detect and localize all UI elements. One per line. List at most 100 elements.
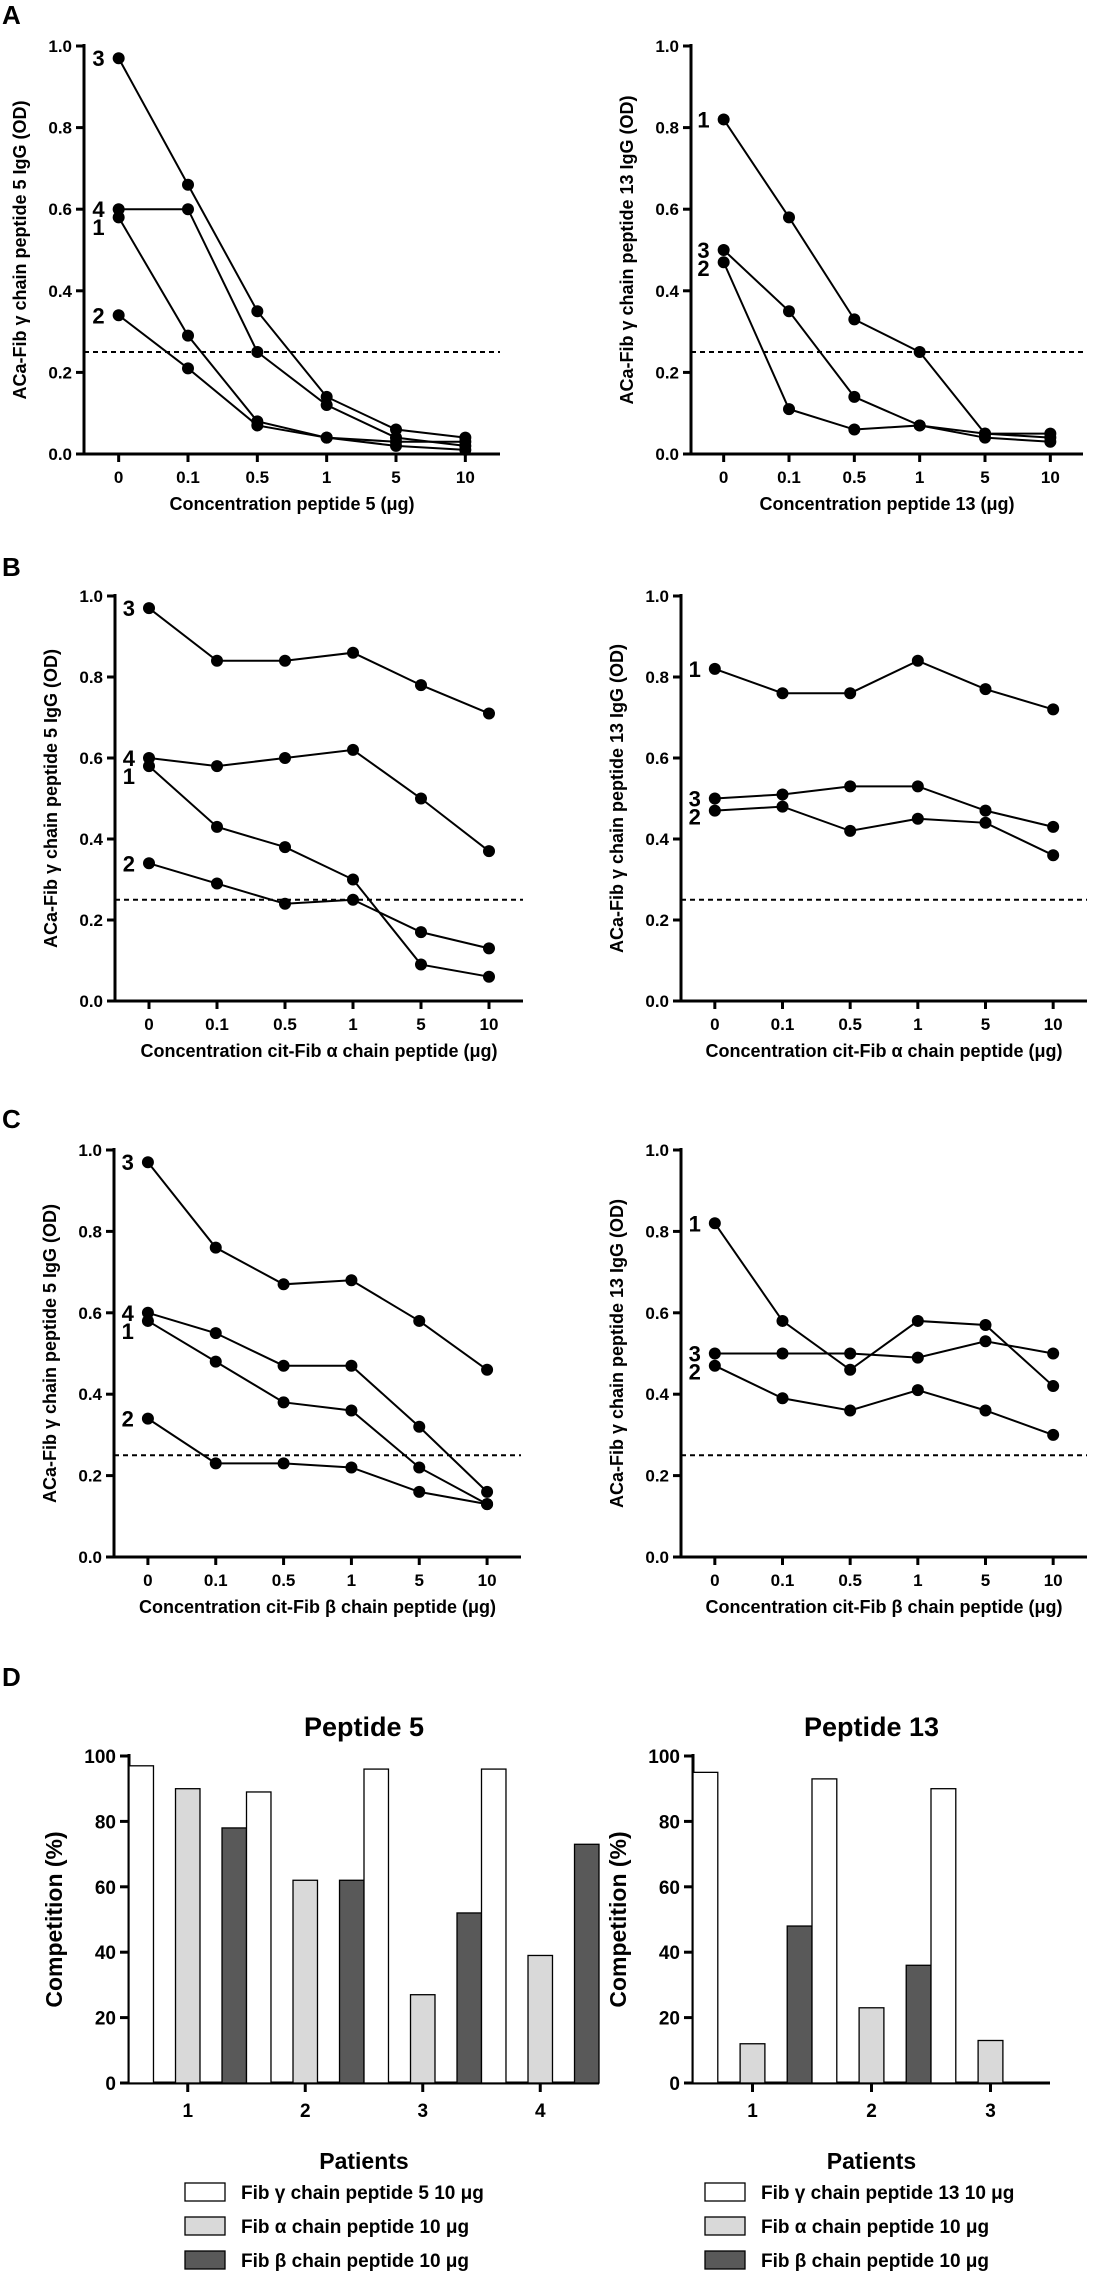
chart-d-left: Peptide 5 0 20 40 60 80 100 1 2 3 4 Patients Competi… xyxy=(41,1712,600,2272)
data-point-patient-2 xyxy=(481,1498,494,1511)
data-point-patient-1 xyxy=(844,1363,857,1376)
data-point-patient-1 xyxy=(143,760,155,773)
y-axis-title: ACa-Fib γ chain peptide 13 IgG (OD) xyxy=(607,644,627,953)
bar-patient-3-series-3 xyxy=(456,1912,483,2084)
y-tick-label: 0.2 xyxy=(655,363,679,382)
data-point-patient-1 xyxy=(911,654,924,667)
data-point-patient-1 xyxy=(844,687,857,700)
x-tick-label: 1 xyxy=(182,2101,193,2122)
x-tick-label: 5 xyxy=(415,1571,424,1590)
data-point-patient-1 xyxy=(911,1314,924,1327)
y-tick-label: 0.8 xyxy=(645,668,669,687)
y-tick-label: 0.8 xyxy=(645,1222,669,1241)
x-axis-title: Concentration cit-Fib α chain peptide (μ… xyxy=(705,1041,1062,1061)
x-tick-label: 0 xyxy=(143,1571,152,1590)
x-tick-label: 3 xyxy=(985,2101,996,2122)
x-tick-label: 0.1 xyxy=(176,468,200,487)
x-tick-label: 0.5 xyxy=(843,468,867,487)
bar-patient-2-series-3 xyxy=(905,1964,932,2084)
bar-patient-1-series-3 xyxy=(221,1827,248,2084)
y-tick-label: 0.4 xyxy=(78,1385,102,1404)
y-tick-label: 0.2 xyxy=(48,363,72,382)
series-line-patient-4 xyxy=(148,748,490,852)
data-point-patient-1 xyxy=(347,873,359,886)
data-point-patient-4 xyxy=(320,399,333,412)
data-point-patient-1 xyxy=(345,1404,358,1417)
data-point-patient-3 xyxy=(911,1351,924,1364)
data-point-patient-1 xyxy=(277,1396,290,1409)
bar-patient-2-series-1 xyxy=(245,1791,272,2084)
data-point-patient-2 xyxy=(913,419,926,432)
data-point-patient-4 xyxy=(251,346,264,358)
data-point-patient-2 xyxy=(783,403,795,416)
x-tick-label: 5 xyxy=(391,468,400,487)
data-point-patient-2 xyxy=(141,1412,154,1425)
x-axis-title: Concentration cit-Fib β chain peptide (μ… xyxy=(706,1597,1063,1617)
x-tick-label: 0.1 xyxy=(777,468,801,487)
y-tick-label: 0.4 xyxy=(655,282,679,301)
x-tick-label: 0.5 xyxy=(246,468,270,487)
bar-patient-3-series-1 xyxy=(363,1768,390,2084)
chart-c-right: 0.0 0.2 0.4 0.6 0.8 1.0 0 0.1 0.5 1 5 10 Concentrati… xyxy=(607,1141,1087,1617)
x-tick-label: 0 xyxy=(719,468,728,487)
y-tick-label: 40 xyxy=(659,1943,680,1964)
y-tick-label: 40 xyxy=(95,1943,116,1964)
y-tick-label: 0.2 xyxy=(645,1467,669,1486)
y-axis-title: Competition (%) xyxy=(41,1831,67,2007)
x-tick-label: 10 xyxy=(480,1015,499,1034)
data-point-patient-2 xyxy=(320,431,333,444)
bar-patient-3-series-1 xyxy=(930,1788,957,2084)
data-point-patient-4 xyxy=(413,1420,426,1433)
series-line-patient-1 xyxy=(117,216,466,443)
data-point-patient-3 xyxy=(844,780,857,793)
x-axis-title: Concentration cit-Fib β chain peptide (μ… xyxy=(139,1597,496,1617)
patient-label: 3 xyxy=(122,1150,134,1175)
bar-patient-3-series-2 xyxy=(977,2039,1004,2084)
series-line-patient-1 xyxy=(714,1222,1054,1387)
data-point-patient-1 xyxy=(415,958,427,971)
data-point-patient-3 xyxy=(277,1278,290,1291)
data-point-patient-2 xyxy=(708,1359,721,1372)
legend-swatch xyxy=(704,2182,746,2202)
data-point-patient-3 xyxy=(141,1156,154,1169)
patient-label: 2 xyxy=(122,1407,134,1432)
y-tick-label: 0.6 xyxy=(645,1304,669,1323)
y-tick-label: 0.8 xyxy=(48,119,72,138)
data-point-patient-3 xyxy=(347,646,359,659)
data-point-patient-3 xyxy=(1047,820,1060,833)
y-tick-label: 80 xyxy=(95,1812,116,1833)
series-line-patient-3 xyxy=(714,785,1054,828)
data-point-patient-2 xyxy=(717,256,730,269)
patient-label: 2 xyxy=(697,256,709,281)
data-point-patient-2 xyxy=(1047,849,1060,862)
data-point-patient-1 xyxy=(717,113,730,126)
data-point-patient-4 xyxy=(347,743,359,756)
chart-b-right: 0.0 0.2 0.4 0.6 0.8 1.0 0 0.1 0.5 1 5 10 Concentrati… xyxy=(607,587,1087,1061)
legend-label: Fib β chain peptide 10 μg xyxy=(761,2251,989,2272)
x-tick-label: 4 xyxy=(535,2101,546,2122)
data-point-patient-2 xyxy=(483,942,495,955)
data-point-patient-4 xyxy=(415,792,427,805)
x-axis-title: Concentration peptide 13 (μg) xyxy=(759,494,1014,514)
patient-label: 1 xyxy=(689,1211,701,1236)
legend-label: Fib γ chain peptide 5 10 μg xyxy=(241,2183,484,2204)
legend-label: Fib α chain peptide 10 μg xyxy=(761,2217,989,2238)
x-tick-label: 5 xyxy=(416,1015,425,1034)
data-point-patient-4 xyxy=(279,752,291,764)
series-line-patient-1 xyxy=(714,659,1054,711)
x-tick-label: 2 xyxy=(866,2101,877,2122)
data-point-patient-3 xyxy=(979,1335,992,1348)
y-tick-label: 0.0 xyxy=(645,1548,669,1567)
patient-label: 3 xyxy=(123,596,135,621)
legend-label: Fib α chain peptide 10 μg xyxy=(241,2217,469,2238)
x-tick-label: 1 xyxy=(322,468,331,487)
x-tick-label: 1 xyxy=(913,1571,922,1590)
x-tick-label: 10 xyxy=(1041,468,1060,487)
x-tick-label: 0.5 xyxy=(273,1015,297,1034)
data-point-patient-3 xyxy=(717,244,730,256)
x-tick-label: 1 xyxy=(348,1015,357,1034)
data-point-patient-3 xyxy=(708,792,721,805)
y-tick-label: 0.2 xyxy=(645,911,669,930)
y-tick-label: 100 xyxy=(84,1747,116,1768)
data-point-patient-3 xyxy=(415,679,427,692)
